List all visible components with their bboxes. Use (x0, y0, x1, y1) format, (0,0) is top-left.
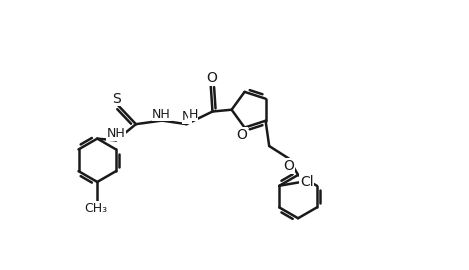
Text: NH: NH (152, 107, 171, 121)
Text: S: S (113, 92, 121, 106)
Text: O: O (206, 71, 217, 85)
Text: NH: NH (107, 127, 126, 140)
Text: CH₃: CH₃ (84, 202, 108, 215)
Text: H: H (188, 107, 197, 121)
Text: O: O (236, 128, 247, 142)
Text: Cl: Cl (300, 175, 314, 189)
Text: O: O (284, 159, 295, 173)
Text: N: N (182, 110, 191, 123)
